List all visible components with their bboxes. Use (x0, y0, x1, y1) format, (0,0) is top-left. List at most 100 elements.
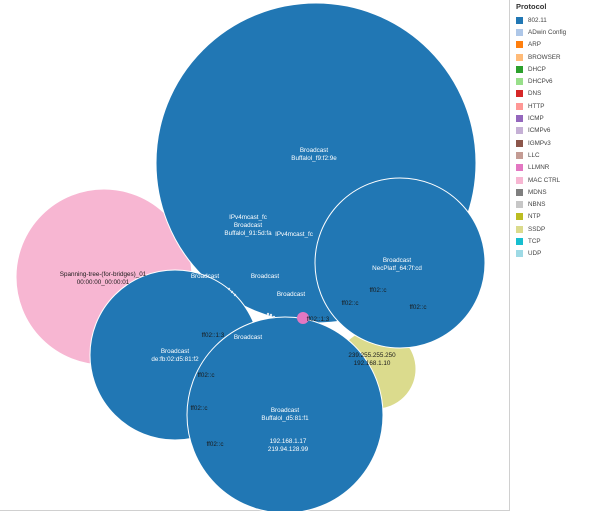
legend-label: UDP (528, 250, 542, 258)
bubble-label: ff02::1:3 (202, 332, 225, 339)
chart-frame: Spanning-tree-(for-bridges)_01 00:00:00_0… (0, 0, 510, 514)
legend-swatch (516, 102, 523, 110)
legend-swatch (516, 90, 523, 98)
legend-swatch (516, 139, 523, 147)
legend-label: IGMPv3 (528, 139, 551, 147)
bubble-label: IPv4mcast_fc (275, 231, 313, 238)
bubble-label: ff02::c (409, 304, 426, 311)
legend-item[interactable]: DHCPv6 (516, 75, 598, 87)
legend-swatch (516, 16, 523, 24)
legend-label: 802.11 (528, 16, 547, 24)
legend-item[interactable]: BROWSER (516, 51, 598, 63)
bubble-label: NecPlatf_64:7f:cd (372, 265, 422, 272)
bubble-label: Spanning-tree-(for-bridges)_01 (60, 271, 147, 278)
legend-swatch (516, 201, 523, 209)
legend-item[interactable]: MDNS (516, 186, 598, 198)
bubble-label: Broadcast (234, 334, 263, 341)
legend-item[interactable]: ADwin Config (516, 26, 598, 38)
legend-items: 802.11 ADwin Config ARP BROWSER DHCP DHCPv6 DN… (516, 14, 598, 260)
legend: Protocol 802.11 ADwin Config ARP BROWSER DHC… (516, 2, 598, 260)
bubble-label: 219.94.128.99 (268, 446, 309, 453)
legend-label: BROWSER (528, 53, 561, 61)
legend-item[interactable]: TCP (516, 235, 598, 247)
legend-swatch (516, 78, 523, 86)
bubble-label: de:fb:02:d5:81:f2 (151, 356, 199, 363)
legend-label: DNS (528, 90, 542, 98)
bubble-chart: Spanning-tree-(for-bridges)_0100:00:00_0… (15, 2, 486, 514)
legend-item[interactable]: LLC (516, 149, 598, 161)
bubble-label: 192.168.1.10 (354, 360, 391, 367)
bubble-label: Buffalol_91:5d:fa (224, 230, 272, 237)
bubble-label: Broadcast (300, 147, 329, 154)
legend-label: HTTP (528, 102, 545, 110)
legend-label: DHCPv6 (528, 78, 553, 86)
bubble-label: Broadcast (191, 273, 220, 280)
legend-swatch (516, 237, 523, 245)
bubble-label: ff02::1:3 (307, 316, 330, 323)
bubble-speck (227, 287, 231, 291)
bubble-label: ff02::c (369, 287, 386, 294)
bubble-label: Buffalol_d5:81:f1 (261, 415, 309, 422)
legend-label: NTP (528, 213, 541, 221)
legend-item[interactable]: IGMPv3 (516, 137, 598, 149)
legend-item[interactable]: SSDP (516, 223, 598, 235)
legend-label: MDNS (528, 188, 547, 196)
legend-swatch (516, 225, 523, 233)
legend-item[interactable]: NBNS (516, 198, 598, 210)
legend-swatch (516, 213, 523, 221)
legend-swatch (516, 41, 523, 49)
legend-label: ICMPv6 (528, 127, 551, 135)
bubble-speck (269, 313, 273, 317)
legend-item[interactable]: ARP (516, 39, 598, 51)
legend-item[interactable]: LLMNR (516, 162, 598, 174)
legend-swatch (516, 53, 523, 61)
bubble-label: Buffalol_f9:f2:9e (291, 155, 337, 162)
bubble-label: Broadcast (161, 348, 190, 355)
legend-label: SSDP (528, 225, 546, 233)
legend-swatch (516, 115, 523, 123)
legend-label: ARP (528, 41, 541, 49)
bubble-speck (266, 312, 270, 316)
legend-title: Protocol (516, 2, 547, 11)
legend-swatch (516, 250, 523, 258)
legend-swatch (516, 127, 523, 135)
legend-swatch (516, 151, 523, 159)
legend-label: LLMNR (528, 164, 550, 172)
legend-label: ADwin Config (528, 28, 567, 36)
legend-label: TCP (528, 237, 541, 245)
legend-label: ICMP (528, 115, 544, 123)
bubble (186, 316, 384, 514)
bubble (314, 177, 486, 349)
bubble-llmnr (297, 312, 309, 324)
bubble-label: ff02::c (197, 372, 214, 379)
bubble-speck (272, 315, 276, 319)
bubble-label: Broadcast (383, 257, 412, 264)
legend-swatch (516, 28, 523, 36)
bubble-label: Broadcast (277, 291, 306, 298)
legend-label: NBNS (528, 201, 546, 209)
legend-item[interactable]: DHCP (516, 63, 598, 75)
bubble-label: Broadcast (234, 222, 263, 229)
legend-item[interactable]: UDP (516, 248, 598, 260)
bubble-label: ff02::c (190, 405, 207, 412)
bubble-label: 239.255.255.250 (348, 352, 396, 359)
bubble-label: ff02::c (206, 441, 223, 448)
legend-swatch (516, 176, 523, 184)
legend-item[interactable]: 802.11 (516, 14, 598, 26)
bubble-label: 192.168.1.17 (270, 438, 307, 445)
legend-label: DHCP (528, 65, 546, 73)
legend-item[interactable]: DNS (516, 88, 598, 100)
legend-label: LLC (528, 151, 540, 159)
legend-swatch (516, 65, 523, 73)
legend-item[interactable]: ICMPv6 (516, 125, 598, 137)
bubble-label: 00:00:00_00:00:01 (77, 279, 130, 286)
legend-item[interactable]: HTTP (516, 100, 598, 112)
legend-swatch (516, 164, 523, 172)
bubble-label: Broadcast (251, 273, 280, 280)
legend-item[interactable]: MAC CTRL (516, 174, 598, 186)
legend-item[interactable]: ICMP (516, 112, 598, 124)
bubble-speck (233, 293, 237, 297)
bubble-speck (230, 290, 234, 294)
legend-item[interactable]: NTP (516, 211, 598, 223)
